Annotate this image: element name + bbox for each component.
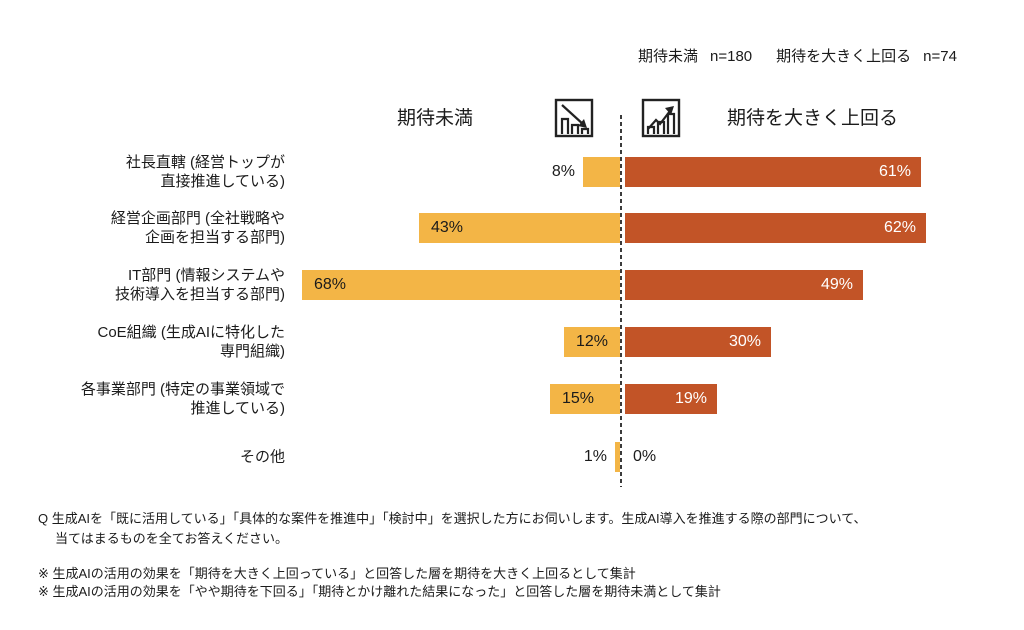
below-expectations-bar [615, 442, 620, 472]
footnote-2: ※ 生成AIの活用の効果を「やや期待を下回る」「期待とかけ離れた結果になった」と… [38, 584, 721, 599]
legend-below-n: n=180 [710, 48, 753, 65]
above-pct-label: 49% [820, 276, 853, 293]
below-pct-label: 8% [551, 163, 575, 180]
chart-row: CoE組織 (生成AIに特化した 専門組織) 12% 30% [0, 324, 1024, 360]
category-label: 社長直轄 (経営トップが 直接推進している) [125, 154, 285, 190]
below-pct-label: 43% [431, 219, 464, 236]
rising-bar-chart-icon [641, 98, 681, 138]
legend-above-n: n=74 [923, 48, 957, 65]
declining-bar-chart-icon [554, 98, 594, 138]
chart-row: IT部門 (情報システムや 技術導入を担当する部門) 68% 49% [0, 267, 1024, 303]
above-expectations-header: 期待を大きく上回る [727, 108, 899, 129]
chart-row: その他 1% 0% [0, 442, 1024, 472]
above-pct-label: 30% [728, 333, 761, 350]
question-line-2: 当てはまるものを全てお答えください。 [55, 531, 288, 546]
footnotes: ※ 生成AIの活用の効果を「期待を大きく上回っている」と回答した層を期待を大きく… [38, 565, 1008, 601]
category-label: IT部門 (情報システムや 技術導入を担当する部門) [115, 267, 285, 303]
above-expectations-bar: 62% [625, 213, 926, 243]
legend-below-label: 期待未満 [638, 48, 699, 65]
chart-row: 各事業部門 (特定の事業領域で 推進している) 15% 19% [0, 381, 1024, 417]
above-pct-label: 19% [674, 390, 707, 407]
above-pct-label: 61% [878, 163, 911, 180]
question-line-1: Q 生成AIを「既に活用している」「具体的な案件を推進中」「検討中」を選択した方… [38, 511, 867, 526]
below-expectations-bar: 15% [550, 384, 620, 414]
above-expectations-bar: 61% [625, 157, 921, 187]
below-pct-label: 12% [576, 333, 609, 350]
above-expectations-bar: 19% [625, 384, 717, 414]
center-axis-line [620, 115, 622, 487]
footnote-1: ※ 生成AIの活用の効果を「期待を大きく上回っている」と回答した層を期待を大きく… [38, 566, 636, 581]
below-expectations-bar: 68% [302, 270, 620, 300]
below-expectations-bar [583, 157, 620, 187]
category-label: 各事業部門 (特定の事業領域で 推進している) [80, 381, 285, 417]
below-pct-label: 15% [562, 390, 595, 407]
below-pct-label: 1% [583, 448, 607, 465]
category-label: その他 [239, 448, 285, 466]
chart-row: 社長直轄 (経営トップが 直接推進している) 8% 61% [0, 154, 1024, 190]
chart-row: 経営企画部門 (全社戦略や 企画を担当する部門) 43% 62% [0, 210, 1024, 246]
above-pct-label: 62% [883, 219, 916, 236]
below-expectations-bar: 43% [419, 213, 620, 243]
legend-above-label: 期待を大きく上回る [776, 48, 912, 65]
sample-size-legend: 期待未満 n=180 期待を大きく上回る n=74 [638, 45, 957, 66]
category-label: CoE組織 (生成AIに特化した 専門組織) [97, 324, 285, 360]
below-expectations-bar: 12% [564, 327, 620, 357]
below-pct-label: 68% [314, 276, 347, 293]
above-expectations-bar: 49% [625, 270, 863, 300]
category-label: 経営企画部門 (全社戦略や 企画を担当する部門) [110, 210, 285, 246]
question-text: Q 生成AIを「既に活用している」「具体的な案件を推進中」「検討中」を選択した方… [38, 509, 1008, 549]
below-expectations-header: 期待未満 [396, 108, 473, 129]
above-pct-label: 0% [633, 448, 657, 465]
above-expectations-bar: 30% [625, 327, 771, 357]
